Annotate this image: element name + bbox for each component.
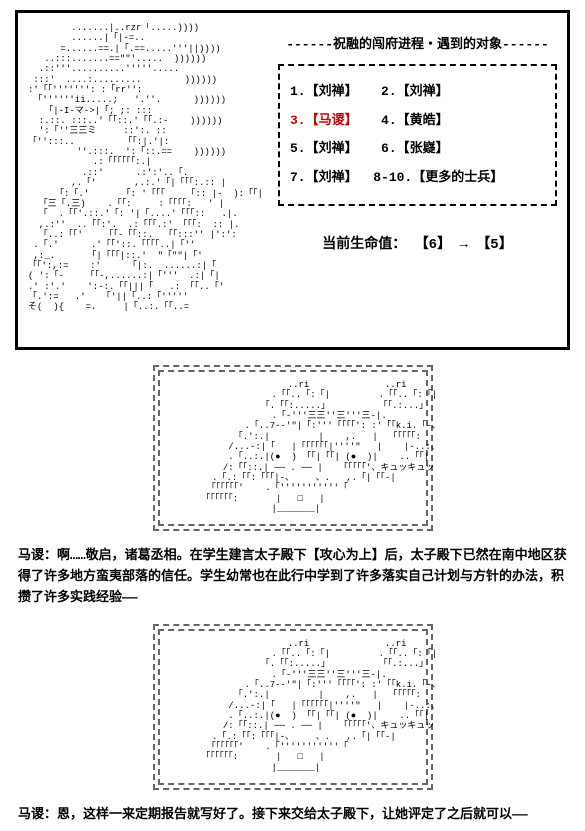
scene-image-2: ..ri ..ri .「「..「:「| .「「..「:「| 「.「「:.....… <box>153 624 433 790</box>
scene-ascii-2: ..ri ..ri .「「..「:「| .「「..「:「| 「.「「:.....… <box>164 639 441 773</box>
encounter-row-2: 3.【马谡】 4.【黄皓】 <box>290 107 545 136</box>
encounter-2: 2.【刘禅】 <box>381 84 449 99</box>
encounter-8-10: 8-10.【更多的士兵】 <box>373 170 503 185</box>
speaker-2: 马谡： <box>18 807 57 822</box>
top-panel: .......|..rzr「.....)))) ......|「|-=.. =.… <box>15 10 570 350</box>
dialogue-1-text: 啊……敬启，诸葛丞相。在学生建言太子殿下【攻心为上】后，太子殿下已然在南中地区获… <box>18 548 567 605</box>
dialogue-2-text: 恩，这样一来定期报告就写好了。接下来交给太子殿下，让她评定了之后就可以—— <box>57 807 528 822</box>
hp-to: 【5】 <box>476 237 512 253</box>
scene-image-1: ..ri ..ri .「「..「:「| .「「..「:「| 「.「「:.....… <box>153 365 433 531</box>
dialogue-1: 马谡：啊……敬启，诸葛丞相。在学生建言太子殿下【攻心为上】后，太子殿下已然在南中… <box>18 546 567 608</box>
hp-from: 【6】 <box>415 237 451 253</box>
encounter-1: 1.【刘禅】 <box>290 84 358 99</box>
encounter-5: 5.【刘禅】 <box>290 141 358 156</box>
encounter-4: 4.【黄皓】 <box>381 113 449 128</box>
encounter-3-current: 3.【马谡】 <box>290 113 358 128</box>
progress-header: ------祝融的闯府进程・遇到的对象------ <box>278 33 557 52</box>
encounter-row-1: 1.【刘禅】 2.【刘禅】 <box>290 78 545 107</box>
encounter-list: 1.【刘禅】 2.【刘禅】 3.【马谡】 4.【黄皓】 5.【刘禅】 6.【张嶷… <box>278 64 557 206</box>
dialogue-2: 马谡：恩，这样一来定期报告就写好了。接下来交给太子殿下，让她评定了之后就可以—— <box>18 805 567 826</box>
speaker-1: 马谡： <box>18 548 57 563</box>
hp-label: 当前生命值： <box>322 237 406 253</box>
encounter-7: 7.【刘禅】 <box>290 170 358 185</box>
scene-ascii-1: ..ri ..ri .「「..「:「| .「「..「:「| 「.「「:.....… <box>164 380 441 514</box>
right-panel: ------祝融的闯府进程・遇到的对象------ 1.【刘禅】 2.【刘禅】 … <box>278 23 557 337</box>
encounter-6: 6.【张嶷】 <box>381 141 449 156</box>
character-ascii-art: .......|..rzr「.....)))) ......|「|-=.. =.… <box>28 23 268 337</box>
encounter-row-4: 7.【刘禅】 8-10.【更多的士兵】 <box>290 164 545 193</box>
arrow-icon: → <box>460 237 468 253</box>
encounter-row-3: 5.【刘禅】 6.【张嶷】 <box>290 135 545 164</box>
hp-display: 当前生命值： 【6】 → 【5】 <box>278 233 557 253</box>
